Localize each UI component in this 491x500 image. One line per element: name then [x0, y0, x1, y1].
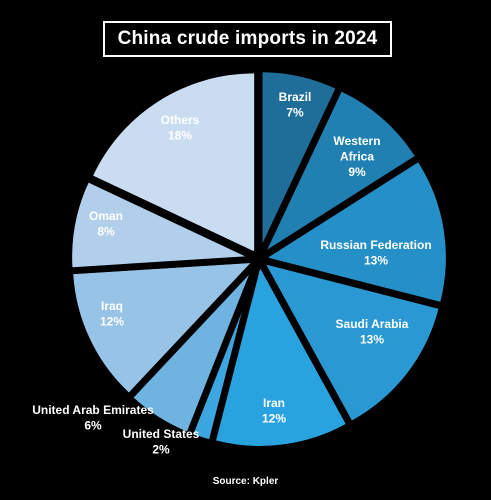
slice-label-others: Others 18% — [161, 113, 200, 143]
slice-name: Russian Federation — [320, 238, 431, 252]
slice-separator — [83, 174, 261, 263]
pie-center — [249, 249, 269, 269]
pie-slice-iraq — [73, 262, 251, 393]
slice-label-united-states: United States 2% — [123, 427, 200, 457]
slice-value: 18% — [168, 129, 192, 143]
slice-name: Iraq — [101, 299, 123, 313]
slice-separator — [257, 153, 423, 262]
slice-value: 13% — [360, 333, 384, 347]
pie-slice-others — [93, 73, 255, 252]
slice-value: 12% — [100, 315, 124, 329]
slice-value: 2% — [152, 443, 170, 457]
slice-name: Oman — [89, 209, 123, 223]
slice-name: United States — [123, 427, 200, 441]
slice-separator — [255, 257, 355, 429]
slice-label-united-arab-emirates: United Arab Emirates 6% — [32, 403, 154, 433]
slice-name: Africa — [340, 150, 374, 164]
pie-slice-saudi-arabia — [266, 264, 439, 421]
slice-value: 6% — [84, 419, 102, 433]
slice-label-saudi-arabia: Saudi Arabia 13% — [336, 317, 409, 347]
slice-name: Saudi Arabia — [336, 317, 409, 331]
slice-name: Western — [333, 134, 380, 148]
pie-slices — [72, 72, 446, 446]
source-note: Source: Kpler — [212, 476, 279, 487]
slice-value: 7% — [286, 106, 304, 120]
slice-label-iran: Iran 12% — [262, 396, 286, 426]
pie-slice-united-arab-emirates — [132, 266, 255, 433]
pie-slice-oman — [72, 181, 251, 269]
slice-separator — [207, 258, 263, 446]
slice-label-iraq: Iraq 12% — [100, 299, 124, 329]
slice-label-brazil: Brazil 7% — [279, 90, 312, 120]
slice-name: Brazil — [279, 90, 312, 104]
slice-label-oman: Oman 8% — [89, 209, 123, 239]
pie-slice-brazil — [260, 72, 337, 251]
slice-name: Iran — [263, 396, 285, 410]
slice-separator — [125, 256, 262, 402]
slice-value: 8% — [97, 225, 115, 239]
slice-value: 13% — [364, 254, 388, 268]
slice-separator — [258, 255, 446, 311]
chart-title: China crude imports in 2024 — [103, 21, 392, 57]
pie-slice-iran — [215, 267, 346, 446]
pie-slice-western-africa — [264, 91, 416, 253]
slice-value: 9% — [348, 165, 366, 179]
slice-separator — [185, 257, 263, 439]
slice-value: 12% — [262, 412, 286, 426]
slice-separator — [255, 83, 344, 261]
slice-separator — [67, 255, 260, 275]
pie-slice-russian-federation — [267, 162, 446, 302]
slice-name: Others — [161, 113, 200, 127]
slice-label-russian-federation: Russian Federation 13% — [320, 238, 431, 268]
slice-name: United Arab Emirates — [32, 403, 154, 417]
